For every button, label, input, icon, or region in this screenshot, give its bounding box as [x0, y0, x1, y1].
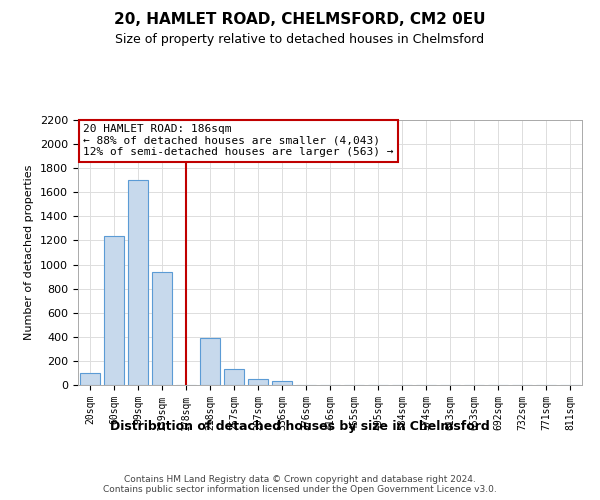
Bar: [200, 338, 220, 385]
Bar: [152, 272, 172, 385]
Bar: [104, 236, 124, 385]
Bar: [272, 382, 292, 385]
Text: Size of property relative to detached houses in Chelmsford: Size of property relative to detached ho…: [115, 32, 485, 46]
Text: 20, HAMLET ROAD, CHELMSFORD, CM2 0EU: 20, HAMLET ROAD, CHELMSFORD, CM2 0EU: [114, 12, 486, 28]
Bar: [128, 180, 148, 385]
Text: Contains HM Land Registry data © Crown copyright and database right 2024.
Contai: Contains HM Land Registry data © Crown c…: [103, 475, 497, 494]
Bar: [80, 373, 100, 385]
Y-axis label: Number of detached properties: Number of detached properties: [25, 165, 34, 340]
Text: 20 HAMLET ROAD: 186sqm
← 88% of detached houses are smaller (4,043)
12% of semi-: 20 HAMLET ROAD: 186sqm ← 88% of detached…: [83, 124, 394, 157]
Bar: [248, 379, 268, 385]
Text: Distribution of detached houses by size in Chelmsford: Distribution of detached houses by size …: [110, 420, 490, 433]
Bar: [224, 370, 244, 385]
